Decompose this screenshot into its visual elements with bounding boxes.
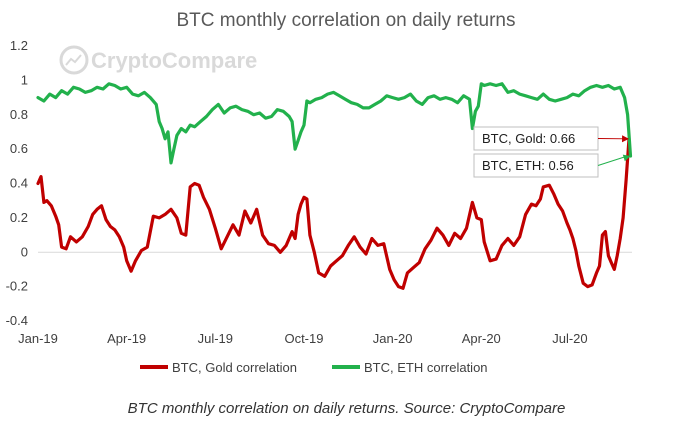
x-tick-label: Jan-19: [18, 331, 58, 346]
y-tick-label: 0.4: [10, 176, 28, 191]
series-line-btc-gold: [36, 137, 631, 290]
y-tick-label: -0.2: [6, 279, 28, 294]
legend: BTC, Gold correlation BTC, ETH correlati…: [140, 360, 488, 375]
annotation-btc-gold-arrow-head-icon: [622, 135, 630, 143]
watermark-logo-icon: [59, 45, 89, 75]
x-tick-label: Jan-20: [373, 331, 413, 346]
y-tick-label: 0.6: [10, 141, 28, 156]
watermark-text: CryptoCompare: [91, 48, 257, 73]
figure-caption: BTC monthly correlation on daily returns…: [127, 400, 566, 417]
y-tick-label: 0.2: [10, 210, 28, 225]
legend-label-eth: BTC, ETH correlation: [364, 360, 488, 375]
x-tick-label: Apr-19: [107, 331, 146, 346]
x-tick-label: Oct-19: [284, 331, 323, 346]
series-line-btc-eth: [36, 82, 633, 165]
annotation-layer: BTC, Gold: 0.66 BTC, ETH: 0.56: [473, 126, 631, 178]
series-layer: [36, 82, 633, 290]
y-tick-label: 0.8: [10, 107, 28, 122]
chart-title: BTC monthly correlation on daily returns: [177, 10, 516, 31]
watermark: CryptoCompare: [59, 45, 257, 75]
annotation-btc-eth-arrow-head-icon: [622, 154, 631, 162]
legend-label-gold: BTC, Gold correlation: [172, 360, 297, 375]
annotation-btc-gold-label: BTC, Gold: 0.66: [482, 131, 575, 146]
x-tick-label: Jul-20: [552, 331, 587, 346]
x-tick-label: Jul-19: [198, 331, 233, 346]
annotation-btc-eth-label: BTC, ETH: 0.56: [482, 158, 574, 173]
x-axis: Jan-19 Apr-19 Jul-19 Oct-19 Jan-20 Apr-20 Jul-…: [18, 331, 588, 346]
y-tick-label: -0.4: [6, 313, 28, 328]
y-axis: -0.4 -0.2 0 0.2 0.4 0.6 0.8 1 1.2: [6, 38, 28, 328]
y-tick-label: 0: [21, 244, 28, 259]
x-tick-label: Apr-20: [462, 331, 501, 346]
annotation-btc-eth-arrow-line: [597, 155, 628, 166]
y-tick-label: 1.2: [10, 38, 28, 53]
watermark-logo-chart-icon: [65, 54, 82, 66]
y-tick-label: 1: [21, 72, 28, 87]
